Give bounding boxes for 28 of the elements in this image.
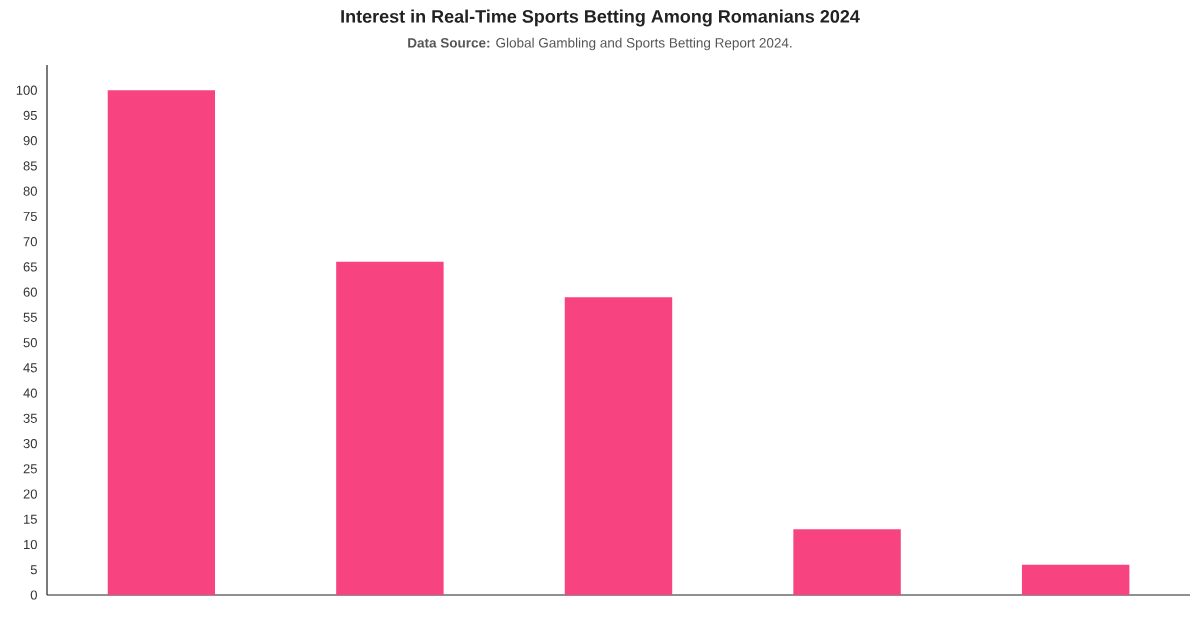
y-tick-label: 100 — [16, 85, 37, 95]
bar — [336, 261, 444, 595]
bar — [564, 297, 673, 595]
y-tick-label: 85 — [23, 161, 37, 171]
bar — [107, 90, 216, 595]
y-tick-label: 15 — [24, 514, 37, 524]
chart-title: Interest in Real-Time Sports Betting Among Romanians 2024 — [341, 9, 860, 27]
y-tick-label: 35 — [23, 413, 37, 423]
y-tick-label: 90 — [23, 136, 37, 146]
y-tick-label: 10 — [24, 539, 37, 550]
chart-subtitle: Data Source: Global Gambling and Sports Betting Report 2024. — [408, 37, 792, 51]
y-tick-label: 80 — [23, 186, 37, 196]
y-tick-label: 95 — [23, 110, 37, 121]
y-tick-label: 45 — [23, 363, 37, 373]
y-tick-label: 70 — [23, 237, 37, 247]
y-tick-label: 60 — [23, 287, 37, 297]
y-tick-label: 40 — [23, 388, 37, 398]
y-tick-label: 65 — [23, 262, 37, 272]
y-tick-label: 0 — [30, 590, 37, 600]
bar — [1021, 564, 1130, 595]
y-tick-label: 30 — [23, 438, 37, 449]
y-tick-label: 75 — [23, 211, 37, 221]
y-tick-label: 5 — [30, 565, 37, 575]
bar — [793, 529, 901, 595]
y-tick-label: 55 — [23, 312, 37, 322]
y-tick-label: 25 — [23, 464, 37, 474]
y-tick-label: 20 — [23, 489, 37, 499]
y-tick-label: 50 — [23, 338, 37, 348]
